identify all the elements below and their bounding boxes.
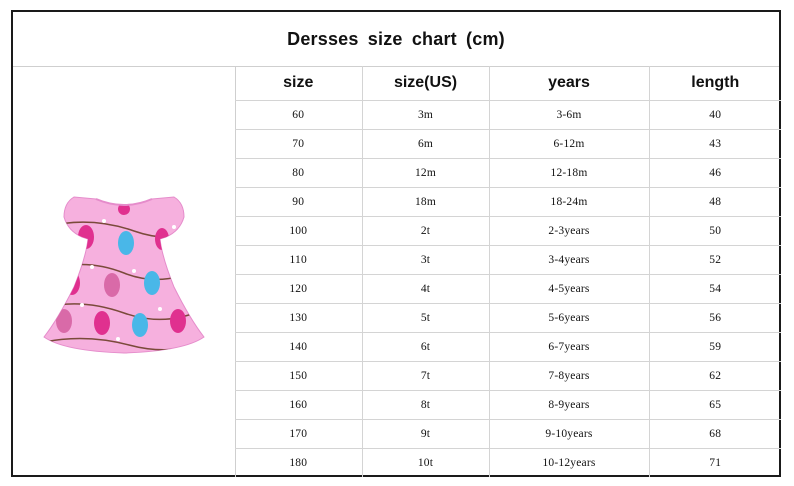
cell-size: 60 — [235, 100, 363, 130]
cell-length: 71 — [709, 457, 722, 469]
table-row: 180 10t 10-12years 71 — [235, 448, 781, 477]
cell-years: 9-10years — [489, 419, 650, 449]
header-size: size — [235, 66, 363, 101]
cell-size-us: 8t — [362, 390, 490, 420]
cell-size-us: 4t — [362, 274, 490, 304]
cell-size-us: 2t — [362, 216, 490, 246]
cell-years: 3-6m — [489, 100, 650, 130]
table-row: 120 4t 4-5years 54 — [235, 274, 781, 304]
cell-length: 65 — [649, 390, 781, 420]
cell-size: 90 — [235, 187, 363, 217]
cell-years: 12-18m — [489, 158, 650, 188]
size-table: size size(US) years length 60 3m 3-6m 40 70 6… — [235, 66, 781, 477]
table-row: 160 8t 8-9years 65 — [235, 390, 781, 420]
cell-years: 6-7years — [489, 332, 650, 362]
table-row: 150 7t 7-8years 62 — [235, 361, 781, 391]
cell-size-us: 6m — [362, 129, 490, 159]
cell-size: 100 — [235, 216, 363, 246]
cell-size: 180 — [235, 448, 363, 477]
cell-size: 140 — [235, 332, 363, 362]
cell-size-us: 10t — [362, 448, 490, 477]
table-row: 110 3t 3-4years 52 — [235, 245, 781, 275]
cell-length: 43 — [649, 129, 781, 159]
cell-years: 7-8years — [489, 361, 650, 391]
cell-size: 170 — [235, 419, 363, 449]
cell-length: 48 — [649, 187, 781, 217]
cell-years: 8-9years — [489, 390, 650, 420]
cell-length: 59 — [649, 332, 781, 362]
cell-size: 130 — [235, 303, 363, 333]
cell-years: 3-4years — [489, 245, 650, 275]
table-row: 100 2t 2-3years 50 — [235, 216, 781, 246]
cell-size-us: 9t — [362, 419, 490, 449]
cell-length: 68 — [649, 419, 781, 449]
cell-length: 54 — [649, 274, 781, 304]
cell-size: 70 — [235, 129, 363, 159]
cell-size-us: 7t — [362, 361, 490, 391]
table-row: 170 9t 9-10years 68 — [235, 419, 781, 449]
cell-years: 5-6years — [489, 303, 650, 333]
cell-size: 110 — [235, 245, 363, 275]
cell-size: 120 — [235, 274, 363, 304]
pink-sloth-dress-icon — [43, 195, 205, 354]
table-row: 130 5t 5-6years 56 — [235, 303, 781, 333]
header-size-us: size(US) — [362, 66, 490, 101]
cell-length: 52 — [649, 245, 781, 275]
cell-length: 50 — [649, 216, 781, 246]
table-row: 140 6t 6-7years 59 — [235, 332, 781, 362]
cell-size-us: 6t — [362, 332, 490, 362]
table-row: 80 12m 12-18m 46 — [235, 158, 781, 188]
cell-size-us: 18m — [362, 187, 490, 217]
chart-title: Dersses size chart (cm) — [287, 28, 505, 49]
table-row: 90 18m 18-24m 48 — [235, 187, 781, 217]
cell-length: 46 — [649, 158, 781, 188]
cell-size: 150 — [235, 361, 363, 391]
header-years: years — [489, 66, 650, 101]
cell-years: 2-3years — [489, 216, 650, 246]
product-image-cell — [13, 66, 236, 477]
header-length: length — [649, 66, 781, 101]
cell-years: 18-24m — [489, 187, 650, 217]
cell-years: 10-12years — [489, 448, 650, 477]
cell-size: 80 — [235, 158, 363, 188]
cell-size-us: 5t — [362, 303, 490, 333]
title-bar: Dersses size chart (cm) — [13, 12, 779, 67]
table-header-row: size size(US) years length — [235, 66, 781, 101]
size-chart-frame: Dersses size chart (cm) — [11, 10, 781, 477]
cell-length: 56 — [649, 303, 781, 333]
table-row: 70 6m 6-12m 43 — [235, 129, 781, 159]
cell-years: 4-5years — [489, 274, 650, 304]
cell-length: 40 — [649, 100, 781, 130]
table-row: 60 3m 3-6m 40 — [235, 100, 781, 130]
cell-size-us: 3t — [362, 245, 490, 275]
cell-size-us: 3m — [362, 100, 490, 130]
cell-years: 6-12m — [489, 129, 650, 159]
cell-size: 160 — [235, 390, 363, 420]
cell-size-us: 12m — [362, 158, 490, 188]
cell-length: 62 — [649, 361, 781, 391]
